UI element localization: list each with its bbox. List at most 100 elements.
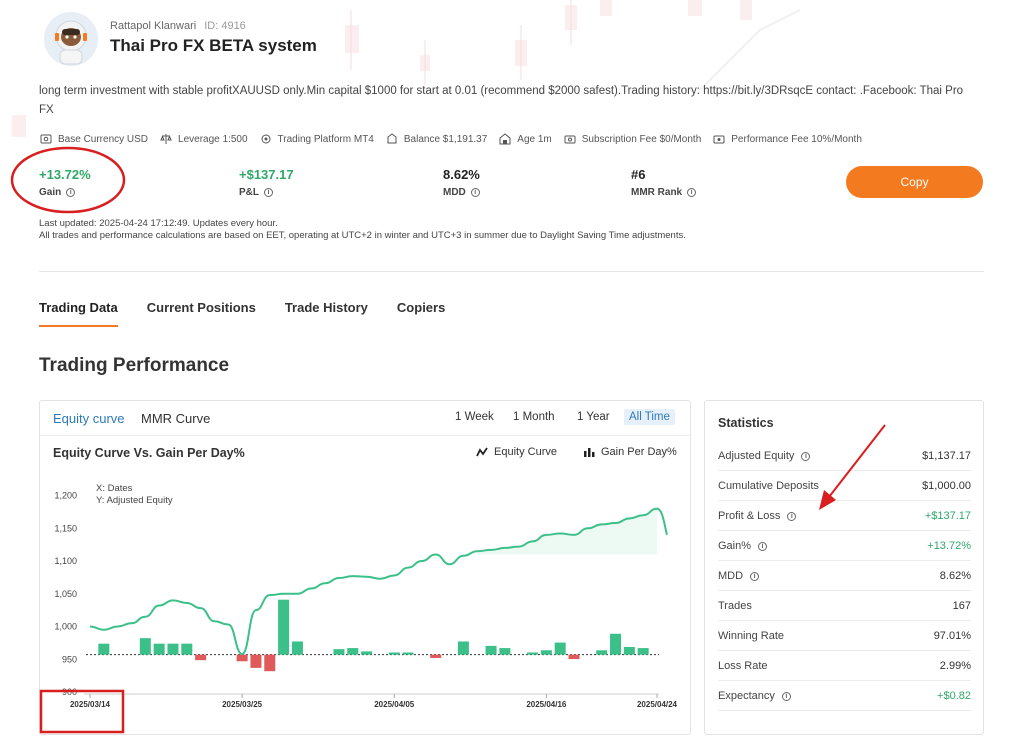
metric-label: MDD i xyxy=(443,187,480,198)
divider xyxy=(39,271,984,272)
x-tick-label: 2025/04/24 xyxy=(637,700,678,709)
metric-label-text: Gain xyxy=(39,187,62,198)
stat-value: 2.99% xyxy=(939,660,971,672)
info-icon[interactable]: i xyxy=(470,188,480,197)
meta-subscription-fee: Subscription Fee $0/Month xyxy=(564,133,701,145)
last-updated-text: Last updated: 2025-04-24 17:12:49. Updat… xyxy=(39,218,278,229)
x-tick-label: 2025/03/25 xyxy=(222,700,263,709)
metric-value: +13.72% xyxy=(39,167,91,182)
chart-toolbar: Equity curve MMR Curve 1 Week 1 Month 1 … xyxy=(40,401,690,436)
tab-trade-history[interactable]: Trade History xyxy=(284,300,368,315)
meta-text: Trading Platform MT4 xyxy=(277,133,374,145)
chart-tab-mmr-curve[interactable]: MMR Curve xyxy=(141,411,211,426)
info-icon[interactable]: i xyxy=(750,571,760,581)
stat-value: +13.72% xyxy=(927,540,971,552)
tab-copiers[interactable]: Copiers xyxy=(396,300,446,315)
currency-icon xyxy=(40,134,52,144)
stat-value: +$0.82 xyxy=(937,690,971,702)
x-tick-label: 2025/03/14 xyxy=(70,700,111,709)
gain-per-day-bar xyxy=(264,654,276,672)
legend-gain-per-day[interactable]: Gain Per Day% xyxy=(583,446,677,458)
metric-value: #6 xyxy=(631,167,646,182)
stat-label-text: Expectancy xyxy=(718,690,775,702)
gain-per-day-bar xyxy=(596,650,608,655)
statistics-card: Statistics Adjusted Equity i $1,137.17 Cumu… xyxy=(704,400,984,735)
stat-label: Loss Rate xyxy=(718,660,768,672)
main-tabs: Trading Data Current Positions Trade His… xyxy=(39,300,474,327)
range-all-time[interactable]: All Time xyxy=(624,409,675,425)
y-tick-label: 950 xyxy=(62,654,77,664)
y-tick-label: 1,100 xyxy=(54,556,77,566)
line-chart-icon xyxy=(476,447,488,457)
range-1-year[interactable]: 1 Year xyxy=(577,411,610,423)
performance-fee-icon xyxy=(713,135,725,144)
stat-label-text: Cumulative Deposits xyxy=(718,480,819,492)
info-icon[interactable]: i xyxy=(787,511,797,521)
gain-per-day-bar xyxy=(153,643,165,655)
info-icon[interactable]: i xyxy=(66,188,76,197)
x-tick-label: 2025/04/16 xyxy=(526,700,567,709)
tab-trading-data[interactable]: Trading Data xyxy=(39,300,118,327)
stat-value: 167 xyxy=(952,600,971,612)
metric-gain: +13.72% Gain i xyxy=(39,167,91,198)
x-tick-label: 2025/04/05 xyxy=(374,700,415,709)
gain-per-day-bar xyxy=(610,633,622,655)
stat-value: $1,137.17 xyxy=(922,450,971,462)
meta-row: Base Currency USD Leverage 1:500 Trading… xyxy=(40,133,874,145)
gain-per-day-bar xyxy=(333,649,345,655)
gain-per-day-bar xyxy=(402,652,414,655)
range-1-month[interactable]: 1 Month xyxy=(513,411,555,423)
chart-tab-equity-curve[interactable]: Equity curve xyxy=(53,411,125,426)
avatar[interactable] xyxy=(44,12,98,66)
meta-text: Performance Fee 10%/Month xyxy=(731,133,862,145)
range-1-week[interactable]: 1 Week xyxy=(455,411,494,423)
gain-per-day-bar xyxy=(457,641,469,655)
y-tick-label: 900 xyxy=(62,687,77,697)
y-tick-label: 1,000 xyxy=(54,622,77,632)
stat-label: Winning Rate xyxy=(718,630,784,642)
stat-row: Cumulative Deposits $1,000.00 xyxy=(718,471,971,501)
meta-balance: Balance $1,191.37 xyxy=(386,133,487,145)
stat-label: Profit & Loss i xyxy=(718,510,797,522)
gain-per-day-bar xyxy=(361,651,373,655)
info-icon[interactable]: i xyxy=(264,188,273,197)
gain-per-day-bar xyxy=(167,643,179,655)
gain-per-day-bar xyxy=(623,646,635,655)
metric-label-text: MMR Rank xyxy=(631,187,683,198)
y-tick-label: 1,150 xyxy=(54,523,77,533)
tab-current-positions[interactable]: Current Positions xyxy=(146,300,256,315)
stat-row: MDD i 8.62% xyxy=(718,561,971,591)
metric-pnl: +$137.17 P&L i xyxy=(239,167,294,198)
metric-value: 8.62% xyxy=(443,167,480,182)
axis-note-x: X: Dates xyxy=(96,483,133,494)
metric-mdd: 8.62% MDD i xyxy=(443,167,480,198)
equity-chart[interactable]: 900 950 1,000 1,050 1,100 1,150 1,200 2025/03/1… xyxy=(40,401,690,734)
y-tick-label: 1,200 xyxy=(54,491,77,501)
gain-per-day-bar xyxy=(195,654,207,661)
legend-equity-curve[interactable]: Equity Curve xyxy=(476,446,557,458)
wallet-icon xyxy=(387,133,397,144)
username[interactable]: Rattapol Klanwari xyxy=(110,20,197,32)
copy-button[interactable]: Copy xyxy=(846,166,983,198)
gain-per-day-bar xyxy=(568,654,580,660)
stat-label: Cumulative Deposits xyxy=(718,480,819,492)
info-icon[interactable]: i xyxy=(781,691,791,701)
calendar-icon xyxy=(499,133,511,145)
info-icon[interactable]: i xyxy=(758,541,768,551)
meta-leverage: Leverage 1:500 xyxy=(160,133,248,145)
stat-label: Trades xyxy=(718,600,752,612)
stat-label: Gain% i xyxy=(718,540,768,552)
meta-text: Age 1m xyxy=(517,133,552,145)
gain-per-day-bar xyxy=(236,654,248,662)
equity-curve-line xyxy=(89,507,658,656)
stat-value: 97.01% xyxy=(933,630,971,642)
info-icon[interactable]: i xyxy=(801,451,811,461)
gain-per-day-bar xyxy=(499,648,511,655)
legend-label: Equity Curve xyxy=(494,446,557,458)
stat-label-text: Adjusted Equity xyxy=(718,450,795,462)
info-icon[interactable]: i xyxy=(687,188,697,197)
metric-label-text: MDD xyxy=(443,187,466,198)
meta-performance-fee: Performance Fee 10%/Month xyxy=(713,133,862,145)
stat-label-text: MDD xyxy=(718,570,744,582)
metric-value: +$137.17 xyxy=(239,167,294,182)
